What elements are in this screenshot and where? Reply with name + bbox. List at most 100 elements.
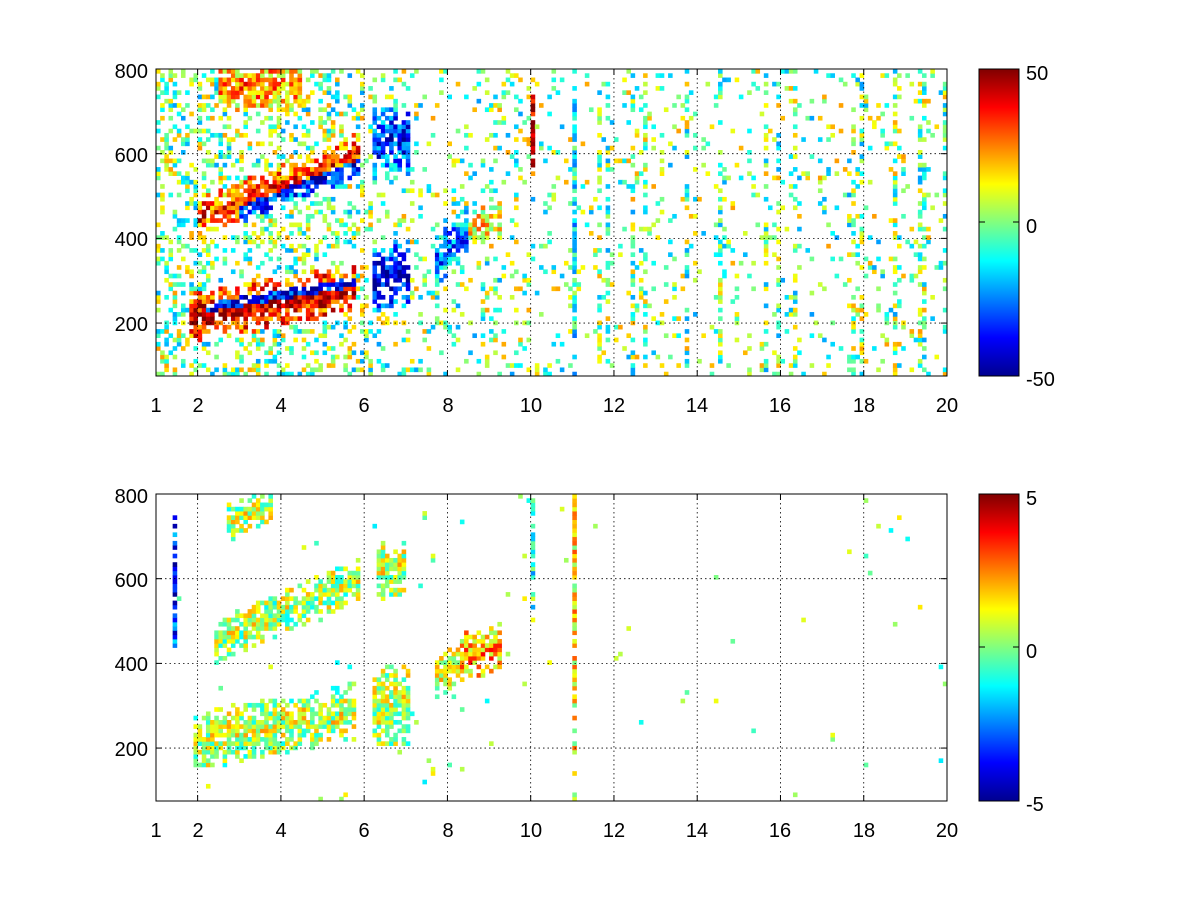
heatmap-cell (230, 515, 236, 520)
heatmap-cell (339, 184, 344, 189)
heatmap-cell (418, 188, 423, 194)
heatmap-cell (942, 324, 947, 330)
heatmap-cell (863, 273, 869, 279)
heatmap-cell (347, 371, 353, 376)
heatmap-cell (285, 626, 290, 631)
heatmap-cell (239, 498, 244, 503)
heatmap-cell (156, 243, 161, 249)
heatmap-cell (930, 69, 935, 74)
heatmap-cell (156, 341, 161, 347)
heatmap-cell (484, 256, 490, 262)
heatmap-cell (751, 69, 756, 74)
heatmap-cell (176, 337, 182, 343)
heatmap-cell (301, 290, 307, 296)
heatmap-cell (464, 656, 469, 661)
heatmap-cell (351, 737, 357, 742)
heatmap-cell (884, 145, 890, 151)
heatmap-cell (763, 73, 769, 78)
heatmap-cell (280, 205, 286, 211)
heatmap-cell (855, 167, 860, 172)
heatmap-cell (426, 184, 432, 189)
heatmap-cell (347, 719, 353, 725)
heatmap-cell (913, 98, 919, 104)
heatmap-cell (305, 724, 311, 729)
heatmap-cell (301, 715, 307, 721)
heatmap-cell (330, 290, 336, 296)
heatmap-cell (301, 711, 307, 717)
heatmap-cell (330, 179, 336, 185)
heatmap-cell (888, 141, 894, 147)
heatmap-cell (372, 171, 378, 176)
heatmap-cell (597, 90, 602, 95)
heatmap-cell (235, 196, 240, 202)
heatmap-cell (156, 294, 161, 300)
heatmap-cell (210, 77, 215, 83)
heatmap-cell (330, 231, 336, 236)
heatmap-cell (393, 707, 398, 712)
heatmap-cell (226, 81, 232, 87)
heatmap-cell (409, 239, 415, 245)
heatmap-cell (230, 184, 236, 189)
heatmap-cell (464, 358, 469, 364)
heatmap-cell (247, 77, 253, 83)
heatmap-cell (772, 312, 777, 317)
heatmap-cell (568, 248, 573, 253)
heatmap-cell (330, 358, 336, 364)
heatmap-cell (343, 579, 348, 584)
heatmap-cell (297, 741, 303, 746)
heatmap-cell (330, 579, 336, 584)
heatmap-cell (613, 324, 619, 330)
heatmap-cell (272, 171, 278, 176)
heatmap-cell (393, 175, 398, 181)
heatmap-cell (938, 664, 944, 670)
heatmap-cell (489, 179, 494, 185)
heatmap-cell (443, 664, 448, 670)
heatmap-cell (351, 222, 357, 228)
heatmap-cell (347, 575, 353, 580)
heatmap-cell (359, 81, 365, 87)
heatmap-cell (318, 299, 323, 304)
heatmap-cell (218, 337, 224, 343)
heatmap-cell (380, 77, 386, 83)
heatmap-cell (251, 737, 257, 742)
heatmap-cell (855, 307, 860, 313)
heatmap-cell (922, 316, 927, 321)
heatmap-cell (314, 269, 319, 275)
heatmap-cell (484, 363, 490, 368)
heatmap-cell (668, 239, 673, 245)
heatmap-cell (942, 286, 947, 292)
heatmap-cell (230, 218, 236, 223)
heatmap-cell (572, 111, 577, 117)
heatmap-cell (784, 69, 790, 74)
heatmap-cell (330, 277, 336, 283)
heatmap-cell (884, 341, 890, 347)
heatmap-cell (788, 98, 794, 104)
heatmap-cell (792, 154, 798, 159)
heatmap-cell (489, 188, 494, 194)
heatmap-cell (272, 329, 278, 334)
heatmap-cell (672, 316, 677, 321)
heatmap-cell (684, 188, 690, 194)
heatmap-cell (464, 243, 469, 249)
heatmap-cell (318, 86, 323, 91)
heatmap-cell (514, 222, 519, 228)
heatmap-cell (938, 758, 944, 764)
heatmap-cell (751, 728, 756, 734)
heatmap-cell (310, 350, 315, 356)
heatmap-cell (247, 715, 253, 721)
heatmap-cell (630, 226, 636, 232)
heatmap-cell (243, 205, 248, 211)
heatmap-cell (293, 621, 298, 627)
heatmap-cell (455, 647, 461, 653)
heatmap-cell (318, 307, 323, 313)
heatmap-cell (643, 337, 648, 343)
heatmap-cell (763, 260, 769, 266)
heatmap-cell (280, 81, 286, 87)
heatmap-cell (318, 724, 323, 729)
heatmap-cell (339, 141, 344, 147)
heatmap-cell (285, 103, 290, 108)
heatmap-cell (389, 115, 394, 121)
heatmap-cell (543, 243, 548, 249)
heatmap-cell (322, 282, 328, 287)
heatmap-cell (268, 621, 273, 627)
